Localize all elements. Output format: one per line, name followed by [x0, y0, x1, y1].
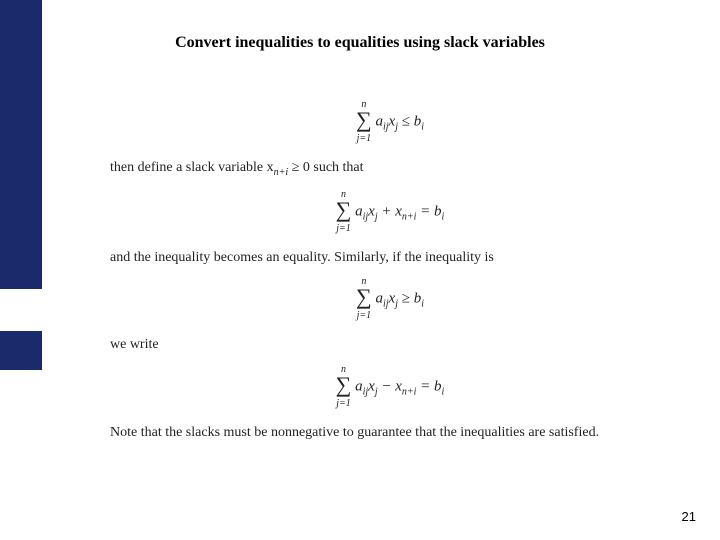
- page-number: 21: [682, 509, 696, 524]
- equation-4: n ∑ j=1 aijxj − xn+i = bi: [110, 365, 670, 409]
- sigma-icon: n ∑ j=1: [356, 100, 372, 144]
- sigma-icon: n ∑ j=1: [336, 365, 352, 409]
- sigma-icon: n ∑ j=1: [356, 277, 372, 321]
- slide-title: Convert inequalities to equalities using…: [0, 34, 720, 52]
- equation-1: n ∑ j=1 aijxj ≤ bi: [110, 100, 670, 144]
- equation-3: n ∑ j=1 aijxj ≥ bi: [110, 277, 670, 321]
- body-line-1: then define a slack variable xn+i ≥ 0 su…: [110, 158, 670, 180]
- slide-content: n ∑ j=1 aijxj ≤ bi then define a slack v…: [110, 90, 670, 449]
- equation-2: n ∑ j=1 aijxj + xn+i = bi: [110, 190, 670, 234]
- note-text: Note that the slacks must be nonnegative…: [110, 423, 670, 443]
- sigma-icon: n ∑ j=1: [336, 190, 352, 234]
- body-line-2: and the inequality becomes an equality. …: [110, 248, 670, 268]
- body-line-3: we write: [110, 335, 670, 355]
